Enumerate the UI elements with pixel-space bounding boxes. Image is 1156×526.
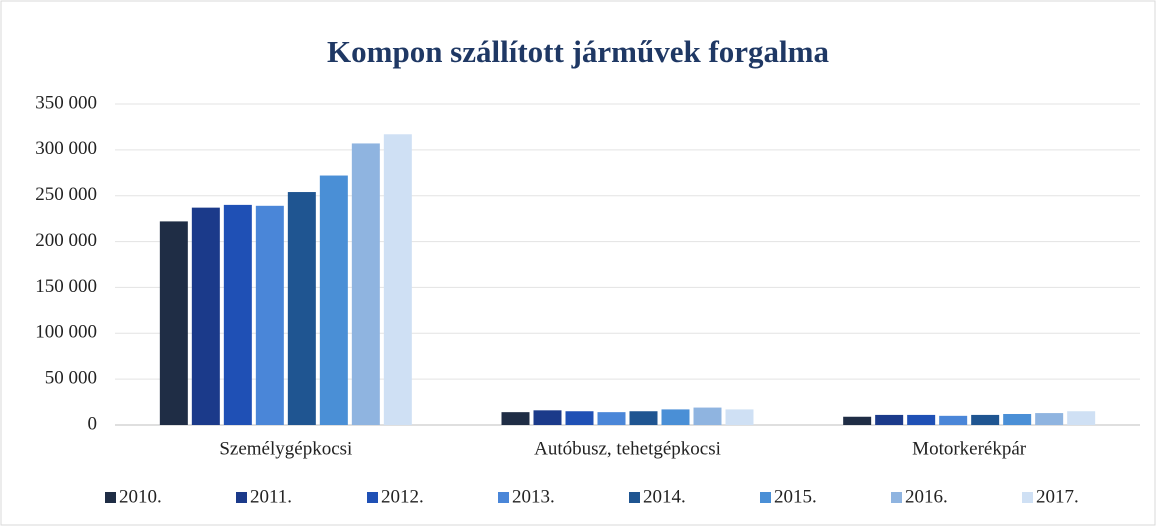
chart-title: Kompon szállított járművek forgalma [327, 34, 829, 69]
bar [693, 407, 722, 425]
y-tick-label: 50 000 [45, 368, 97, 389]
bar [629, 411, 658, 425]
bar [939, 415, 968, 425]
bar [223, 204, 252, 425]
legend-swatch [629, 492, 640, 503]
y-tick-label: 100 000 [35, 322, 97, 343]
bar [191, 207, 220, 425]
legend-label: 2012. [381, 486, 424, 507]
bar [725, 409, 754, 425]
legend-label: 2013. [512, 486, 555, 507]
y-tick-label: 0 [88, 413, 98, 434]
bar [597, 412, 626, 425]
bar [159, 221, 188, 425]
bar [533, 410, 562, 425]
y-tick-label: 350 000 [35, 92, 97, 113]
y-tick-label: 250 000 [35, 184, 97, 205]
legend-swatch [367, 492, 378, 503]
y-tick-label: 200 000 [35, 230, 97, 251]
bar [843, 416, 872, 425]
bar [661, 409, 690, 425]
x-tick-label: Motorkerékpár [912, 438, 1027, 459]
bar [351, 143, 380, 426]
bar [287, 192, 316, 425]
legend-swatch [760, 492, 771, 503]
bar [319, 175, 348, 425]
legend-label: 2010. [119, 486, 162, 507]
bar [501, 412, 530, 425]
legend-label: 2011. [250, 486, 292, 507]
bar [875, 414, 904, 425]
y-tick-label: 150 000 [35, 276, 97, 297]
legend-label: 2016. [905, 486, 948, 507]
y-tick-label: 300 000 [35, 138, 97, 159]
bar [1003, 413, 1032, 425]
legend-label: 2014. [643, 486, 686, 507]
legend-label: 2015. [774, 486, 817, 507]
bar [1067, 411, 1096, 425]
legend-label: 2017. [1036, 486, 1079, 507]
bar [255, 205, 284, 425]
x-tick-label: Személygépkocsi [219, 438, 352, 459]
bar [971, 414, 1000, 425]
bar [1035, 413, 1064, 425]
legend-swatch [105, 492, 116, 503]
legend-swatch [236, 492, 247, 503]
bar [383, 134, 412, 425]
bar [907, 414, 936, 425]
x-tick-label: Autóbusz, tehetgépkocsi [534, 438, 721, 459]
legend-swatch [1022, 492, 1033, 503]
legend-swatch [498, 492, 509, 503]
legend-swatch [891, 492, 902, 503]
bar [565, 411, 594, 425]
